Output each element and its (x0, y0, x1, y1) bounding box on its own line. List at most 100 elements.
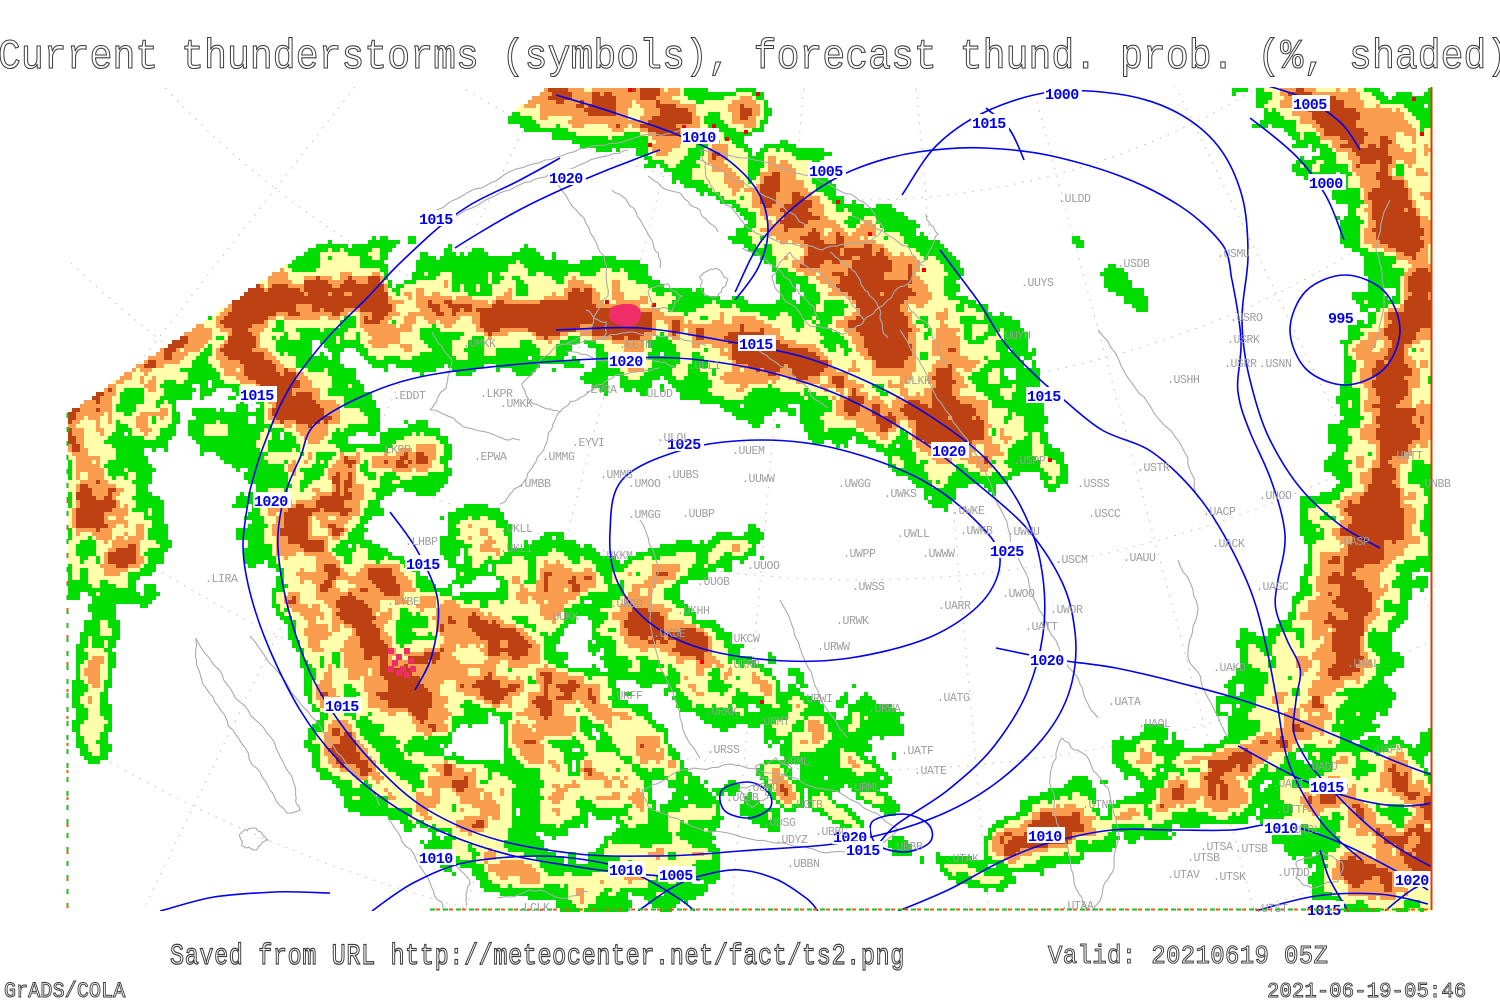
svg-text:.UBBC: .UBBC (815, 826, 848, 839)
svg-text:.UAFM: .UAFM (1370, 744, 1403, 757)
svg-text:.UUOO: .UUOO (747, 560, 780, 573)
svg-text:.UUEM: .UUEM (732, 445, 765, 458)
svg-text:1020: 1020 (254, 494, 288, 511)
svg-text:.UUBP: .UUBP (682, 508, 715, 521)
svg-text:995: 995 (1328, 311, 1354, 328)
svg-text:.USRR: .USRR (1224, 358, 1257, 371)
svg-text:.USCC: .USCC (1088, 508, 1121, 521)
svg-text:.UWOO: .UWOO (1002, 588, 1035, 601)
svg-text:GrADS/COLA: GrADS/COLA (4, 979, 126, 1000)
svg-text:.UTSK: .UTSK (1213, 871, 1246, 884)
svg-text:.EDDT: .EDDT (393, 390, 426, 403)
svg-text:.UATF: .UATF (901, 745, 934, 758)
svg-text:1005: 1005 (1293, 97, 1327, 114)
svg-text:.ULOD: .ULOD (640, 388, 673, 401)
svg-text:1020: 1020 (609, 354, 643, 371)
svg-text:.UWKB: .UWKB (960, 525, 993, 538)
svg-text:.UNTT: .UNTT (1390, 450, 1423, 463)
svg-text:.UTSB: .UTSB (1235, 843, 1268, 856)
svg-text:.UWLL: .UWLL (897, 528, 930, 541)
svg-text:.USCM: .USCM (1055, 554, 1088, 567)
svg-text:1010: 1010 (1028, 829, 1062, 846)
svg-text:1015: 1015 (972, 116, 1006, 133)
svg-text:.UWSS: .UWSS (852, 581, 885, 594)
svg-text:.UATT: .UATT (1025, 621, 1058, 634)
svg-text:.UMBB: .UMBB (518, 478, 551, 491)
svg-text:2021-06-19-05:46: 2021-06-19-05:46 (1267, 981, 1466, 1000)
svg-text:1020: 1020 (932, 444, 966, 461)
svg-text:.UAGC: .UAGC (1256, 581, 1289, 594)
svg-text:.USTR: .USTR (1137, 462, 1170, 475)
svg-text:.UATA: .UATA (1108, 696, 1141, 709)
svg-text:.UWKS: .UWKS (884, 488, 917, 501)
svg-text:.UMOO: .UMOO (628, 478, 661, 491)
svg-text:.UTDD: .UTDD (1277, 867, 1310, 880)
svg-text:.URRR: .URRR (727, 659, 760, 672)
svg-text:1015: 1015 (1307, 903, 1341, 920)
svg-text:1015: 1015 (406, 557, 440, 574)
svg-text:.URML: .URML (848, 782, 881, 795)
svg-text:.UAAL: .UAAL (1347, 658, 1380, 671)
svg-text:.USMU: .USMU (1217, 248, 1250, 261)
svg-text:.URMT: .URMT (757, 716, 790, 729)
svg-text:1010: 1010 (1264, 821, 1298, 838)
svg-text:1005: 1005 (809, 164, 843, 181)
svg-text:1015: 1015 (419, 212, 453, 229)
svg-text:.UTAA: .UTAA (1061, 900, 1094, 913)
svg-text:.UATG: .UATG (937, 692, 970, 705)
svg-text:.UTNN: .UTNN (1082, 799, 1115, 812)
svg-text:.ULOL: .ULOL (657, 432, 690, 445)
svg-text:.UAKD: .UAKD (1213, 662, 1246, 675)
svg-text:.UAII: .UAII (1272, 778, 1305, 791)
svg-text:.UACK: .UACK (1212, 538, 1245, 551)
svg-text:.UGSB: .UGSB (726, 792, 759, 805)
svg-text:.UWWW: .UWWW (922, 548, 955, 561)
svg-text:.UGKO: .UGKO (746, 782, 779, 795)
svg-text:.UKLI: .UKLI (500, 543, 533, 556)
svg-text:.UKHH: .UKHH (677, 605, 710, 618)
svg-text:.UUKK: .UUKK (546, 611, 579, 624)
svg-text:.USDB: .USDB (1117, 258, 1150, 271)
svg-text:.EETN: .EETN (619, 339, 652, 352)
svg-text:.UKLL: .UKLL (500, 523, 533, 536)
svg-text:.UMMS: .UMMS (600, 469, 633, 482)
svg-text:.UWGG: .UWGG (838, 478, 871, 491)
svg-text:.URWW: .URWW (817, 641, 850, 654)
svg-text:.UWUU: .UWUU (1007, 526, 1040, 539)
svg-text:.UKDD: .UKDD (610, 598, 643, 611)
svg-text:.USNN: .USNN (1259, 358, 1292, 371)
svg-text:1015: 1015 (325, 699, 359, 716)
svg-text:.UTAK: .UTAK (946, 853, 979, 866)
svg-text:.UGTB: .UGTB (790, 799, 823, 812)
svg-text:1020: 1020 (1030, 653, 1064, 670)
svg-text:.UMMG: .UMMG (542, 451, 575, 464)
svg-text:.UNOO: .UNOO (1259, 490, 1292, 503)
svg-text:.ULKK: .ULKK (898, 375, 931, 388)
svg-text:Current thunderstorms (symbols: Current thunderstorms (symbols), forecas… (0, 33, 1500, 80)
svg-text:.UUBS: .UUBS (666, 469, 699, 482)
svg-text:.URSS: .URSS (707, 744, 740, 757)
svg-text:.UTST: .UTST (1255, 903, 1288, 916)
svg-text:.UAUU: .UAUU (1123, 552, 1156, 565)
svg-text:1010: 1010 (682, 130, 716, 147)
svg-text:.UTTP: .UTTP (1276, 804, 1309, 817)
svg-text:.USHH: .USHH (1167, 374, 1200, 387)
svg-text:.UUYH: .UUYH (998, 330, 1031, 343)
svg-text:.UNBB: .UNBB (1418, 478, 1451, 491)
svg-text:.UMKK: .UMKK (500, 398, 533, 411)
svg-text:.EPWA: .EPWA (474, 451, 507, 464)
svg-text:.URML: .URML (777, 756, 810, 769)
svg-text:.ULDD: .ULDD (1058, 193, 1091, 206)
svg-text:.UUWW: .UUWW (742, 473, 775, 486)
svg-text:1020: 1020 (549, 171, 583, 188)
svg-text:.USPP: .USPP (1013, 455, 1046, 468)
svg-text:.UTSA: .UTSA (1200, 841, 1233, 854)
svg-text:.UACP: .UACP (1203, 506, 1236, 519)
svg-text:.UAOL: .UAOL (1138, 718, 1171, 731)
svg-text:.UMKK: .UMKK (463, 338, 496, 351)
svg-text:.LHBP: .LHBP (405, 536, 438, 549)
svg-text:.UKFF: .UKFF (610, 690, 643, 703)
svg-text:.LYBE: .LYBE (387, 596, 420, 609)
svg-text:.UWPP: .UWPP (843, 548, 876, 561)
svg-text:.UUOB: .UUOB (697, 576, 730, 589)
